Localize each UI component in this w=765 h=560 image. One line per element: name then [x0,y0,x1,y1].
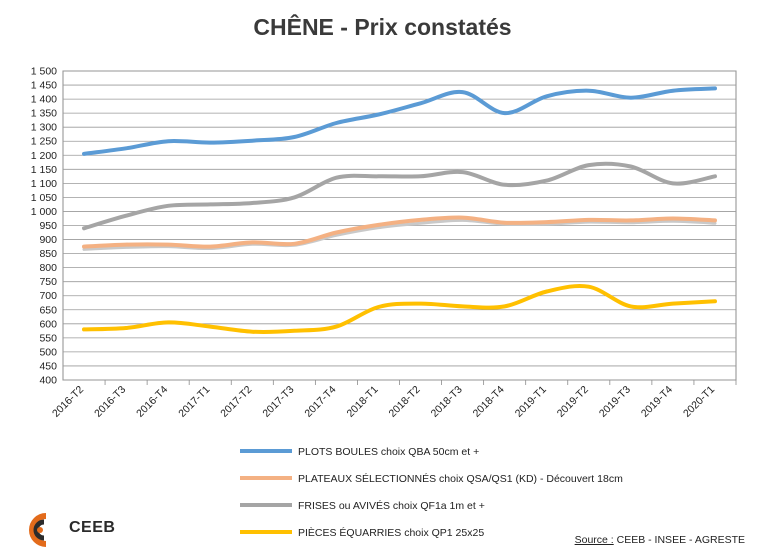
x-tick-label: 2019-T2 [555,384,591,420]
source-label: Source : [574,534,614,546]
legend-label-2: PLATEAUX SÉLECTIONNÉS choix QSA/QS1 (KD)… [298,472,623,485]
legend-label-4: PIÈCES ÉQUARRIES choix QP1 25x25 [298,526,484,539]
x-tick-label: 2018-T4 [471,384,507,420]
y-tick-label: 1 000 [31,206,57,218]
x-tick-label: 2016-T2 [50,384,86,420]
y-tick-label: 1 250 [31,136,57,148]
x-tick-label: 2017-T3 [260,384,296,420]
y-tick-label: 650 [39,304,57,316]
x-tick-label: 2020-T1 [681,384,717,420]
series-line-4 [82,283,717,334]
y-tick-label: 1 300 [31,122,57,134]
logo-text: CEEB [69,519,116,536]
y-tick-label: 950 [39,220,57,232]
x-tick-label: 2016-T4 [134,384,170,420]
y-tick-label: 1 200 [31,150,57,162]
source-text: CEEB - INSEE - AGRESTE [613,534,745,546]
y-tick-label: 700 [39,290,57,302]
y-tick-label: 400 [39,375,57,387]
series-line-2 [82,215,717,249]
y-tick-label: 750 [39,276,57,288]
y-tick-label: 450 [39,360,57,372]
x-tick-label: 2018-T3 [429,384,465,420]
ceeb-logo-icon [29,513,47,547]
ceeb-logo: CEEB [20,510,130,550]
y-tick-label: 1 150 [31,164,57,176]
x-tick-label: 2018-T2 [387,384,423,420]
legend-layer: PLOTS BOULES choix QBA 50cm et + PLATEAUX… [240,446,623,539]
source-note: Source : CEEB - INSEE - AGRESTE [575,534,745,546]
y-tick-label: 550 [39,332,57,344]
y-tick-label: 1 350 [31,108,57,120]
y-tick-label: 1 100 [31,178,57,190]
series-layer [82,86,717,334]
x-tick-label: 2016-T3 [92,384,128,420]
x-tick-label: 2017-T1 [176,384,212,420]
series-line-1 [82,86,717,156]
grid-layer [62,70,737,381]
y-tick-label: 1 050 [31,192,57,204]
x-tick-label: 2019-T1 [513,384,549,420]
x-tick-label: 2019-T3 [597,384,633,420]
y-tick-label: 800 [39,262,57,274]
y-tick-label: 1 500 [31,66,57,78]
y-tick-label: 900 [39,234,57,246]
x-tick-label: 2019-T4 [639,384,675,420]
y-tick-label: 500 [39,346,57,358]
chart-title: CHÊNE - Prix constatés [253,14,512,40]
y-tick-label: 1 400 [31,94,57,106]
legend-label-1: PLOTS BOULES choix QBA 50cm et + [298,446,479,458]
series-line-3 [82,161,717,231]
x-tick-label: 2017-T2 [218,384,254,420]
x-tick-label: 2017-T4 [302,384,338,420]
legend-label-3: FRISES ou AVIVÉS choix QF1a 1m et + [298,499,485,512]
y-tick-label: 850 [39,248,57,260]
y-tick-label: 1 450 [31,80,57,92]
y-tick-label: 600 [39,318,57,330]
x-tick-label: 2018-T1 [344,384,380,420]
